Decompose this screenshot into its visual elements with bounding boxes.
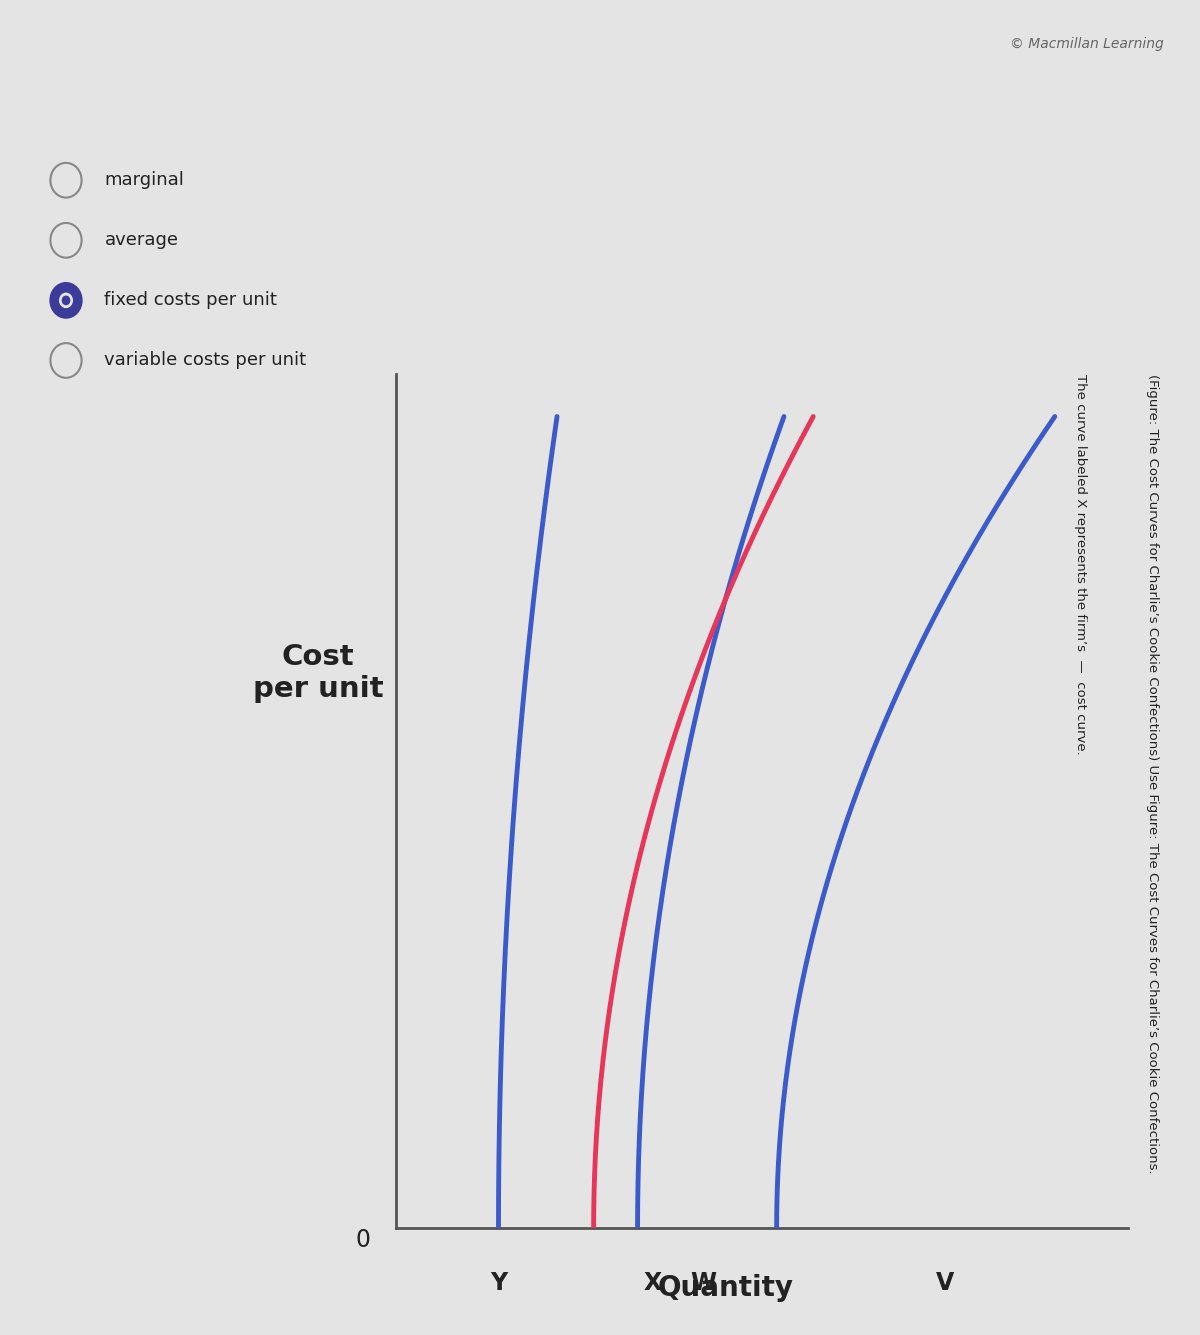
- Text: marginal: marginal: [104, 171, 185, 190]
- Text: V: V: [936, 1271, 954, 1295]
- Text: 0: 0: [355, 1228, 371, 1252]
- Text: W: W: [690, 1271, 716, 1295]
- Text: average: average: [104, 231, 179, 250]
- Text: (Figure: The Cost Curves for Charlie’s Cookie Confections) Use Figure: The Cost : (Figure: The Cost Curves for Charlie’s C…: [1146, 374, 1159, 1173]
- Text: fixed costs per unit: fixed costs per unit: [104, 291, 277, 310]
- Text: The curve labeled X represents the firm’s  —  cost curve.: The curve labeled X represents the firm’…: [1074, 374, 1087, 754]
- Text: Y: Y: [490, 1271, 508, 1295]
- Text: variable costs per unit: variable costs per unit: [104, 351, 306, 370]
- Text: © Macmillan Learning: © Macmillan Learning: [1010, 37, 1164, 51]
- Text: X: X: [643, 1271, 661, 1295]
- Text: Cost
per unit: Cost per unit: [253, 642, 383, 704]
- Text: Quantity: Quantity: [658, 1275, 793, 1302]
